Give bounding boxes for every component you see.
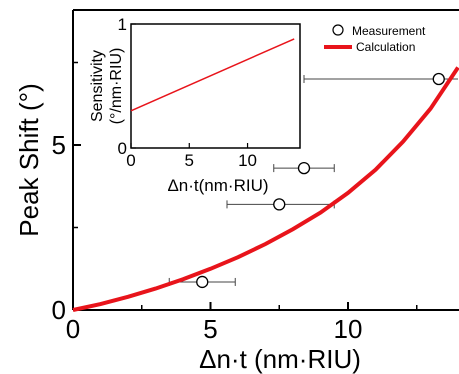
y-tick-label-1: 5 [52,130,66,160]
measurement-point-3 [432,72,445,86]
inset-tick-labels: 0 5 10 0 1 [118,15,257,170]
inset-ticks [130,23,249,149]
inset-x-tick-label-0: 0 [126,151,135,170]
x-tick-label-0: 0 [66,314,80,344]
main-tick-labels: 0 5 10 0 5 [52,130,363,344]
calculation-curve [72,66,459,312]
measurement-point-1 [273,198,286,211]
y-axis-label: Peak Shift (°) [14,83,44,236]
inset-frame [130,23,301,149]
measurement-point-2 [297,161,311,175]
inset-y-tick-label-0: 0 [118,139,127,158]
y-tick-label-0: 0 [52,295,66,325]
inset-x-tick-label-1: 5 [185,151,194,170]
x-tick-label-2: 10 [334,314,363,344]
measurement-points [196,72,445,289]
x-axis-label: Δn·t (nm·RIU) [199,344,361,374]
x-tick-label-1: 5 [203,314,217,344]
legend-label-measurement: Measurement [352,24,426,38]
inset-y-tick-label-1: 1 [118,15,127,34]
legend: Measurement Calculation [324,24,426,54]
legend-marker-measurement [332,24,344,36]
sensitivity-line [130,38,295,112]
legend-label-calculation: Calculation [356,40,415,54]
inset-y-axis-label-line1: Sensitivity [89,50,106,122]
inset-y-axis-label-line2: (°/nm·RIU) [108,48,125,125]
inset-chart: 0 5 10 0 1 Δn·t(nm·RIU) Sensitivity (°/nm·RI… [89,15,301,195]
measurement-point-0 [196,275,209,289]
inset-x-axis-label: Δn·t(nm·RIU) [167,176,268,195]
inset-x-tick-label-2: 10 [238,151,257,170]
